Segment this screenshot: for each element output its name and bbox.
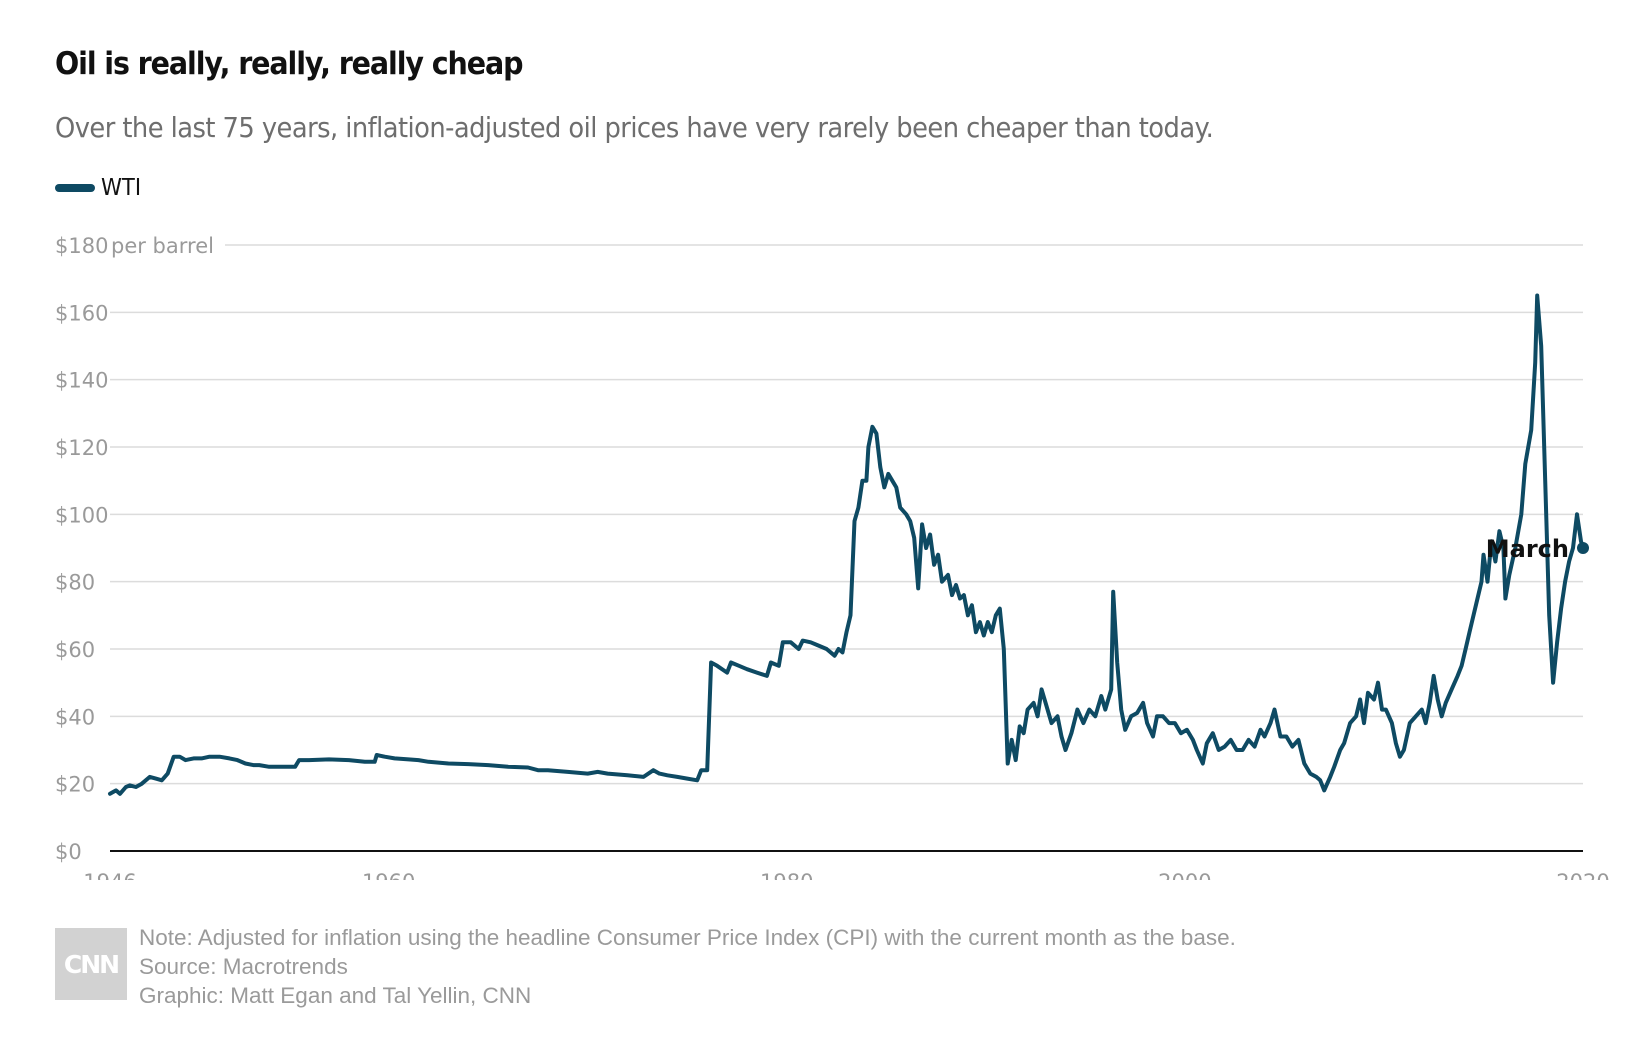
y-tick-label: $20 bbox=[55, 773, 95, 797]
chart-legend: WTI bbox=[55, 175, 145, 201]
y-tick-label: $60 bbox=[55, 638, 95, 662]
x-tick-label: 1960 bbox=[362, 870, 415, 880]
legend-label-wti: WTI bbox=[101, 175, 142, 201]
end-point-marker bbox=[1577, 542, 1589, 554]
y-tick-label: $100 bbox=[55, 503, 108, 527]
gridlines bbox=[110, 244, 1583, 785]
y-axis-unit-label: per barrel bbox=[111, 234, 214, 258]
y-tick-label: $160 bbox=[55, 301, 108, 325]
y-axis-ticks: $0 $20 $40 $60 $80 $100 $120 $140 $160 $180 bbox=[55, 234, 108, 864]
y-tick-label: $140 bbox=[55, 369, 108, 393]
footer-notes: Note: Adjusted for inflation using the h… bbox=[139, 923, 1236, 1010]
end-point-label: March bbox=[1486, 535, 1569, 563]
cnn-logo: CNN bbox=[55, 928, 127, 1000]
chart-footer: CNN Note: Adjusted for inflation using t… bbox=[55, 925, 1236, 1010]
series-line-wti bbox=[108, 293, 1585, 796]
y-tick-label: $120 bbox=[55, 436, 108, 460]
y-tick-label: $40 bbox=[55, 705, 95, 729]
footer-credit: Graphic: Matt Egan and Tal Yellin, CNN bbox=[139, 983, 532, 1008]
y-tick-label: $180 bbox=[55, 234, 108, 258]
line-chart: $0 $20 $40 $60 $80 $100 $120 $140 $160 $180 per b… bbox=[55, 234, 1610, 880]
footer-note: Note: Adjusted for inflation using the h… bbox=[139, 925, 1236, 950]
footer-source: Source: Macrotrends bbox=[139, 954, 348, 979]
x-tick-label: 2000 bbox=[1158, 870, 1211, 880]
y-tick-label: $0 bbox=[55, 840, 82, 864]
x-tick-label: 1980 bbox=[760, 870, 813, 880]
x-tick-label: 2020 bbox=[1556, 870, 1609, 880]
chart-subtitle: Over the last 75 years, inflation-adjust… bbox=[55, 111, 1214, 144]
x-axis-ticks: 1946 1960 1980 2000 2020 bbox=[83, 870, 1609, 880]
chart-title: Oil is really, really, really cheap bbox=[55, 46, 524, 82]
x-tick-label: 1946 bbox=[83, 870, 136, 880]
y-tick-label: $80 bbox=[55, 571, 95, 595]
legend-swatch-wti bbox=[55, 184, 95, 192]
